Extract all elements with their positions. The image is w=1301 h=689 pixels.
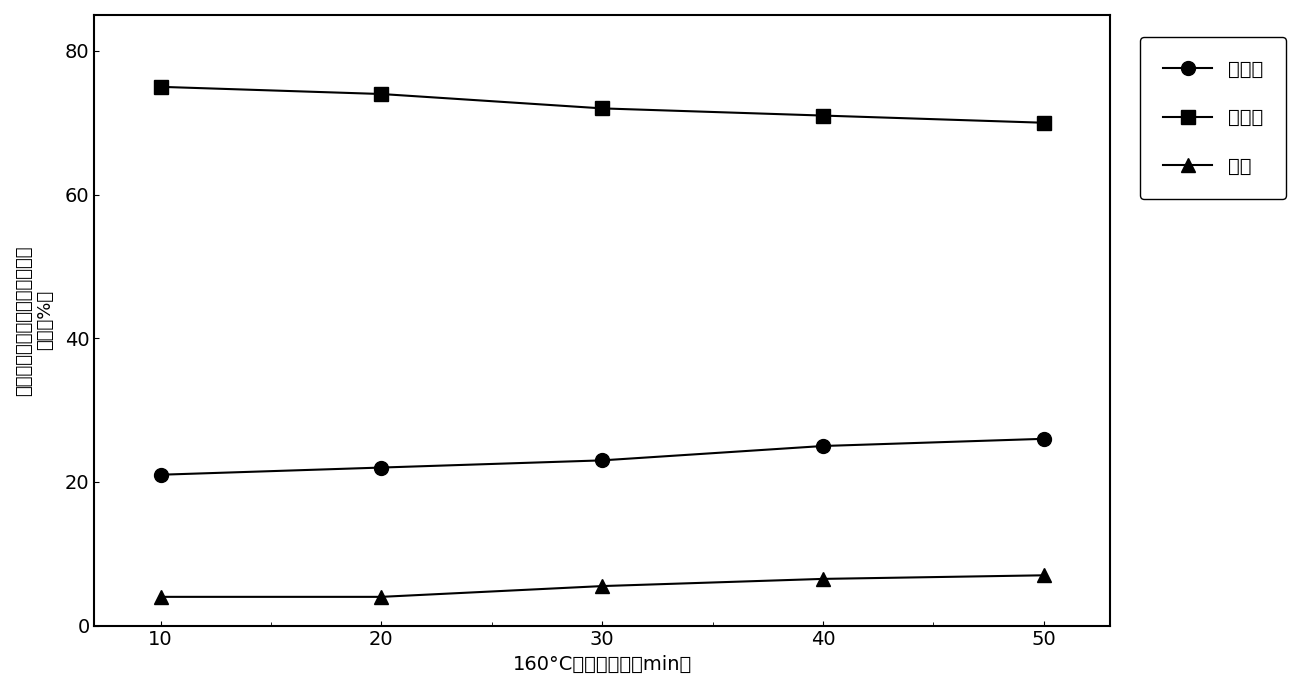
Line: 损失: 损失 [154, 568, 1051, 604]
上清液 [152, 471, 168, 479]
Line: 固体渣: 固体渣 [154, 80, 1051, 130]
固体渣 [1036, 119, 1051, 127]
固体渣 [152, 83, 168, 91]
上清液 [816, 442, 831, 450]
Y-axis label: 各组分木聚糖占反应前木聚糖的
比例（%）: 各组分木聚糖占反应前木聚糖的 比例（%） [16, 245, 53, 395]
固体渣 [816, 112, 831, 120]
损失 [1036, 571, 1051, 579]
损失 [816, 575, 831, 583]
损失 [595, 582, 610, 590]
上清液 [373, 464, 389, 472]
X-axis label: 160°C，反应时间（min）: 160°C，反应时间（min） [513, 655, 692, 674]
固体渣 [373, 90, 389, 98]
上清液 [595, 456, 610, 464]
损失 [373, 593, 389, 601]
上清液 [1036, 435, 1051, 443]
固体渣 [595, 104, 610, 112]
Legend: 上清液, 固体渣, 损失: 上清液, 固体渣, 损失 [1140, 37, 1287, 199]
损失 [152, 593, 168, 601]
Line: 上清液: 上清液 [154, 432, 1051, 482]
